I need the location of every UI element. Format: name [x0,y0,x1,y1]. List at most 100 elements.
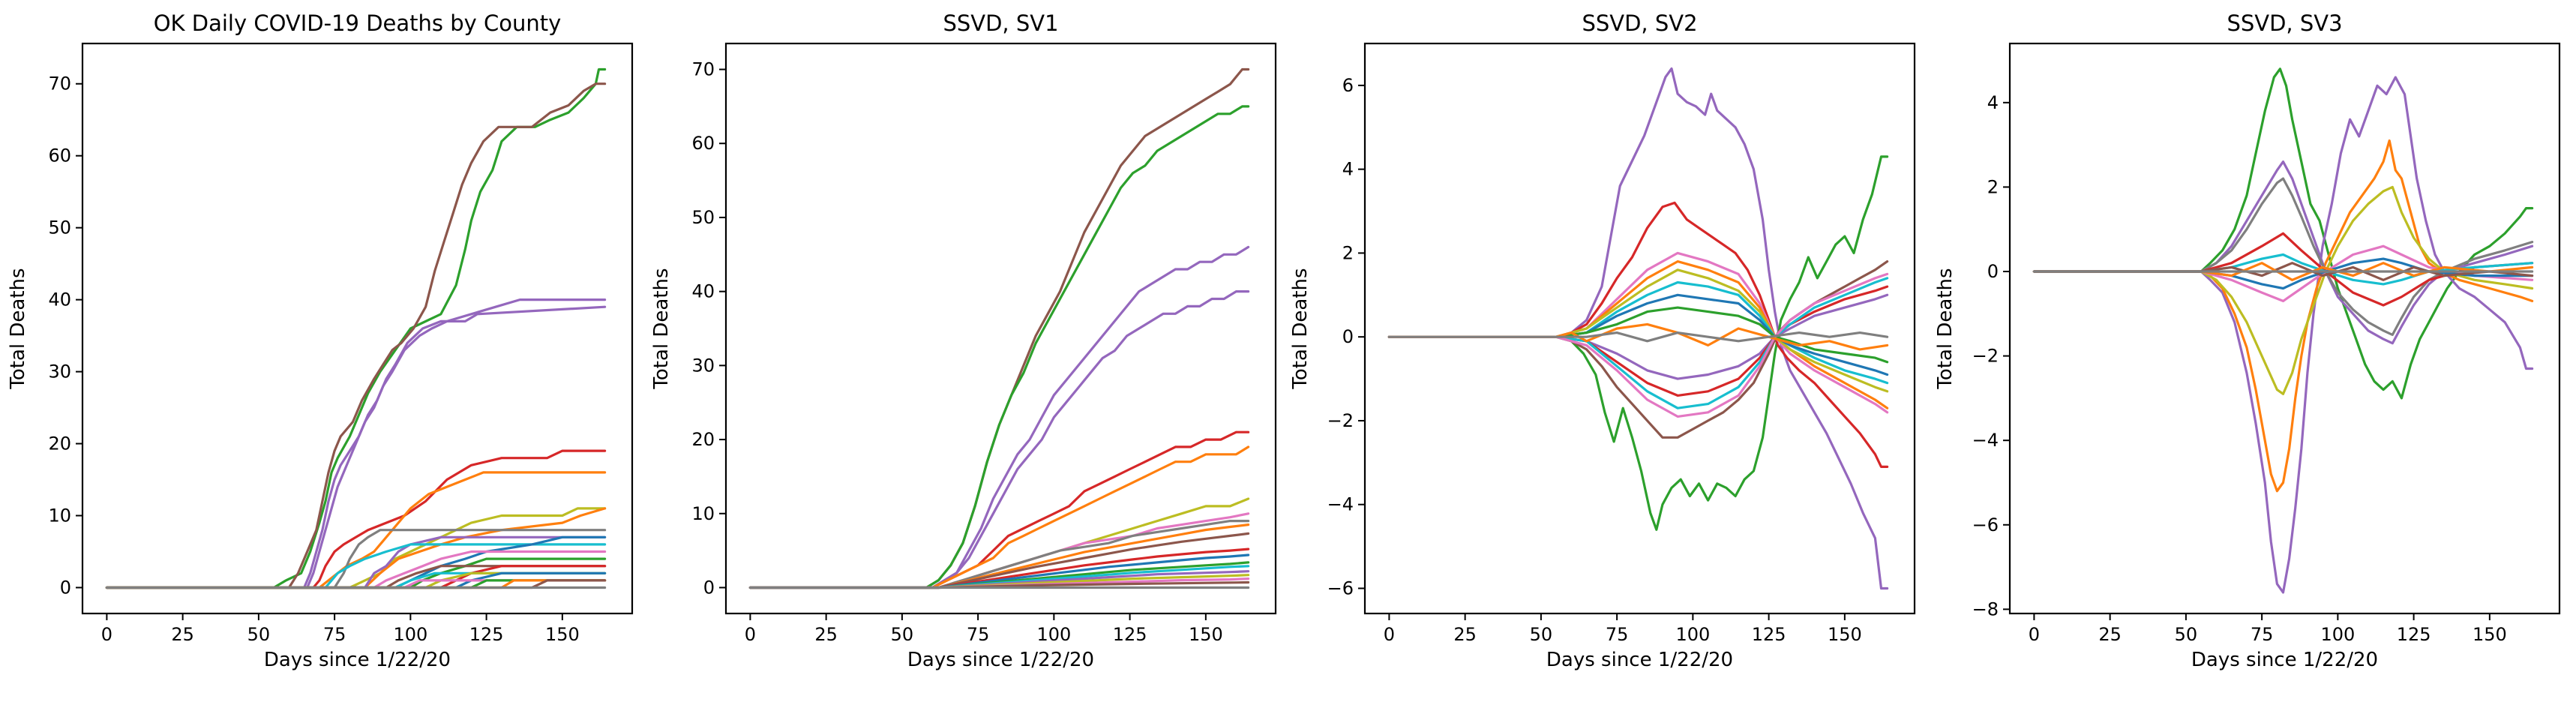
x-tick-label: 50 [891,624,914,645]
x-tick-label: 75 [2251,624,2274,645]
series-line-6 [748,446,1250,590]
plot-area [1387,67,1889,590]
y-tick-label: 10 [48,505,71,526]
x-tick-label: 25 [814,624,838,645]
axes-frame [724,42,1277,615]
x-tick-label: 75 [967,624,990,645]
plot-area [748,68,1250,590]
series-line-6 [105,471,607,590]
x-tick-label: 125 [2397,624,2431,645]
series-line-10 [105,536,607,590]
chart-title: OK Daily COVID-19 Deaths by County [154,10,562,36]
y-axis-label: Total Deaths [1934,268,1957,389]
y-tick-label: 70 [48,74,71,94]
series-line-5 [2032,160,2534,345]
y-tick-label: 30 [48,362,71,382]
axes-frame [81,42,634,615]
y-tick-label: 60 [691,133,715,154]
chart-title: SSVD, SV2 [1582,10,1697,36]
x-tick-label: 25 [1453,624,1477,645]
x-tick-label: 150 [545,624,580,645]
x-tick-label: 125 [1752,624,1786,645]
y-tick-label: 4 [1342,159,1354,180]
series-line-9 [1387,293,1889,376]
series-line-7 [1387,268,1889,393]
x-tick-label: 100 [2320,624,2355,645]
series-line-4 [2032,185,2534,395]
x-axis-label: Days since 1/22/20 [2191,649,2378,671]
series-line-10 [1387,306,1889,364]
x-tick-label: 100 [1036,624,1071,645]
y-tick-label: −4 [1327,494,1354,515]
y-tick-label: −4 [1972,430,1999,451]
series-line-7 [105,507,607,590]
y-tick-label: 50 [48,218,71,238]
y-tick-label: −8 [1972,598,1999,620]
x-tick-label: 100 [393,624,427,645]
x-tick-label: 125 [469,624,504,645]
axes-frame [1363,42,1916,615]
series-line-2 [1387,155,1889,531]
y-tick-label: 0 [1342,326,1354,347]
axes-frame [2008,42,2561,615]
y-tick-label: −6 [1327,578,1354,598]
y-tick-label: 20 [691,429,715,450]
series-line-3 [748,245,1250,590]
series-line-8 [1387,280,1889,385]
chart-title: SSVD, SV1 [943,10,1058,36]
series-line-4 [748,290,1250,590]
x-tick-label: 50 [2175,624,2198,645]
plot-area [2032,68,2534,594]
series-line-13 [1387,277,1889,410]
chart-panel-1: 0 25 50 75 100 125 150 0 10 20 30 40 50 60 70 OK Daily … [7,10,634,671]
y-tick-label: 0 [60,577,71,598]
y-axis-label: Total Deaths [7,268,29,389]
x-tick-label: 0 [1384,624,1395,645]
series-line-11 [1387,293,1889,380]
y-tick-label: −2 [1972,346,1999,367]
plot-area [105,68,607,590]
series-line-1 [748,68,1250,590]
series-line-4 [105,298,607,590]
y-tick-label: 0 [703,577,715,598]
chart-panel-2: 0 25 50 75 100 125 150 0 10 20 30 40 50 60 70 SSVD, SV1… [650,10,1277,671]
x-tick-label: 25 [171,624,194,645]
series-line-2 [105,82,607,590]
x-tick-label: 25 [2098,624,2122,645]
series-line-9 [105,529,607,590]
y-tick-label: 0 [1987,261,1999,282]
x-tick-label: 0 [2029,624,2040,645]
y-tick-label: 2 [1987,176,1999,197]
series-line-14 [1387,272,1889,418]
x-axis-label: Days since 1/22/20 [264,649,451,671]
chart-panel-3: 0 25 50 75 100 125 150 −6 −4 −2 0 2 4 6 SSVD, SV2 Days … [1289,10,1916,671]
y-tick-label: 4 [1987,92,1999,113]
series-line-13 [105,550,607,590]
chart-title: SSVD, SV3 [2227,10,2342,36]
series-line-11 [748,532,1250,590]
series-line-5 [105,449,607,590]
series-line-11 [105,543,607,590]
x-tick-label: 100 [1675,624,1710,645]
y-axis-label: Total Deaths [1289,268,1312,389]
y-tick-label: 40 [691,281,715,302]
series-line-3 [1387,201,1889,468]
chart-panel-4: 0 25 50 75 100 125 150 −8 −6 −4 −2 0 2 4 SSVD, SV3 Days… [1934,10,2561,671]
y-axis-label: Total Deaths [650,268,673,389]
y-tick-label: 50 [691,207,715,228]
y-tick-label: 2 [1342,242,1354,263]
x-tick-label: 0 [745,624,756,645]
y-tick-label: 70 [691,59,715,80]
x-tick-label: 150 [1189,624,1223,645]
x-tick-label: 150 [1828,624,1862,645]
x-tick-label: 125 [1113,624,1147,645]
y-tick-label: −6 [1972,514,1999,536]
x-tick-label: 75 [323,624,346,645]
series-line-6 [2032,177,2534,336]
y-tick-label: 10 [691,503,715,524]
series-line-12 [1387,285,1889,397]
series-line-5 [1387,251,1889,414]
series-line-3 [2032,139,2534,493]
x-tick-label: 0 [101,624,112,645]
